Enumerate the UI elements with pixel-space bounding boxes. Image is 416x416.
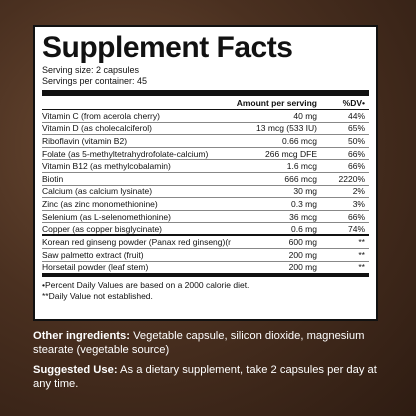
nutrient-name: Riboflavin (vitamin B2) bbox=[42, 135, 128, 146]
table-row: Vitamin B12 (as methylcobalamin) 1.6 mcg 6… bbox=[42, 160, 369, 173]
table-row: Selenium (as L-selenomethionine) 36 mcg 66… bbox=[42, 211, 369, 224]
nutrient-dv: 44% bbox=[347, 110, 365, 121]
table-row: Vitamin C (from acerola cherry) 40 mg 44% bbox=[42, 110, 369, 123]
nutrient-amount: 13 mcg (533 IU) bbox=[256, 123, 317, 134]
nutrient-name: Saw palmetto extract (fruit) bbox=[42, 249, 144, 260]
nutrient-amount: 200 mg bbox=[288, 262, 317, 273]
nutrient-amount: 30 mg bbox=[293, 186, 317, 197]
nutrient-amount: 0.6 mg bbox=[291, 223, 317, 234]
header-dv: %DV• bbox=[342, 97, 365, 108]
nutrient-name: Horsetail powder (leaf stem) bbox=[42, 262, 149, 273]
nutrient-dv: 66% bbox=[347, 161, 365, 172]
nutrient-dv: 66% bbox=[347, 148, 365, 159]
nutrient-amount: 40 mg bbox=[293, 110, 317, 121]
nutrient-amount: 0.3 mg bbox=[291, 198, 317, 209]
nutrient-amount: 0.66 mcg bbox=[282, 135, 317, 146]
other-ingredients-label: Other ingredients: bbox=[33, 330, 130, 342]
footnote-dv-not-established: **Daily Value not established. bbox=[42, 291, 153, 302]
table-row: Copper (as copper bisglycinate) 0.6 mg 74% bbox=[42, 223, 369, 237]
other-ingredients: Other ingredients: Vegetable capsule, si… bbox=[33, 329, 388, 357]
divider-thick bbox=[42, 90, 369, 96]
table-row: Horsetail powder (leaf stem) 200 mg ** bbox=[42, 262, 369, 274]
panel-title: Supplement Facts bbox=[42, 31, 293, 64]
nutrient-name: Selenium (as L-selenomethionine) bbox=[42, 211, 171, 222]
nutrient-name: Vitamin C (from acerola cherry) bbox=[42, 110, 160, 121]
nutrient-name: Calcium (as calcium lysinate) bbox=[42, 186, 153, 197]
nutrient-amount: 266 mcg DFE bbox=[265, 148, 317, 159]
nutrient-dv: 65% bbox=[347, 123, 365, 134]
suggested-use-label: Suggested Use: bbox=[33, 364, 118, 376]
suggested-use: Suggested Use: As a dietary supplement, … bbox=[33, 363, 388, 391]
label-info-text: Other ingredients: Vegetable capsule, si… bbox=[33, 329, 388, 397]
nutrient-dv: ** bbox=[358, 249, 365, 260]
table-row: Korean red ginseng powder (Panax red gin… bbox=[42, 236, 369, 249]
nutrient-amount: 666 mcg bbox=[284, 173, 317, 184]
nutrient-dv: ** bbox=[358, 262, 365, 273]
nutrient-amount: 600 mg bbox=[288, 237, 317, 248]
table-row: Zinc (as zinc monomethionine) 0.3 mg 3% bbox=[42, 198, 369, 211]
nutrient-name: Korean red ginseng powder (Panax red gin… bbox=[42, 237, 231, 248]
nutrient-name: Zinc (as zinc monomethionine) bbox=[42, 198, 158, 209]
nutrient-dv: ** bbox=[358, 237, 365, 248]
table-row: Vitamin D (as cholecalciferol) 13 mcg (53… bbox=[42, 123, 369, 136]
nutrient-dv: 2% bbox=[352, 186, 365, 197]
table-row: Riboflavin (vitamin B2) 0.66 mcg 50% bbox=[42, 135, 369, 148]
table-row: Biotin 666 mcg 2220% bbox=[42, 173, 369, 186]
nutrient-name: Vitamin D (as cholecalciferol) bbox=[42, 123, 152, 134]
table-header: Amount per serving %DV• bbox=[42, 96, 369, 110]
serving-size: Serving size: 2 capsules bbox=[42, 65, 140, 75]
nutrient-name: Vitamin B12 (as methylcobalamin) bbox=[42, 161, 171, 172]
divider-bottom bbox=[42, 273, 369, 278]
nutrient-amount: 36 mcg bbox=[289, 211, 317, 222]
nutrient-dv: 2220% bbox=[338, 173, 365, 184]
servings-per-container: Servings per container: 45 bbox=[42, 76, 148, 86]
header-amount: Amount per serving bbox=[236, 97, 317, 108]
nutrient-amount: 1.6 mcg bbox=[286, 161, 317, 172]
table-row: Calcium (as calcium lysinate) 30 mg 2% bbox=[42, 186, 369, 199]
nutrient-name: Folate (as 5-methyltetrahydrofolate-calc… bbox=[42, 148, 209, 159]
nutrient-dv: 3% bbox=[352, 198, 365, 209]
suggested-use-text: As a dietary supplement, take 2 capsules… bbox=[33, 364, 377, 390]
other-ingredients-text: Vegetable capsule, silicon dioxide, magn… bbox=[33, 330, 365, 356]
table-row: Folate (as 5-methyltetrahydrofolate-calc… bbox=[42, 148, 369, 161]
footnote-percent-dv: •Percent Daily Values are based on a 200… bbox=[42, 280, 250, 291]
nutrient-name: Copper (as copper bisglycinate) bbox=[42, 223, 163, 234]
nutrient-name: Biotin bbox=[42, 173, 64, 184]
nutrient-dv: 74% bbox=[347, 223, 365, 234]
table-row: Saw palmetto extract (fruit) 200 mg ** bbox=[42, 249, 369, 262]
supplement-facts-panel: Supplement Facts Serving size: 2 capsule… bbox=[33, 25, 378, 321]
nutrient-amount: 200 mg bbox=[288, 249, 317, 260]
nutrient-dv: 50% bbox=[347, 135, 365, 146]
nutrient-dv: 66% bbox=[347, 211, 365, 222]
